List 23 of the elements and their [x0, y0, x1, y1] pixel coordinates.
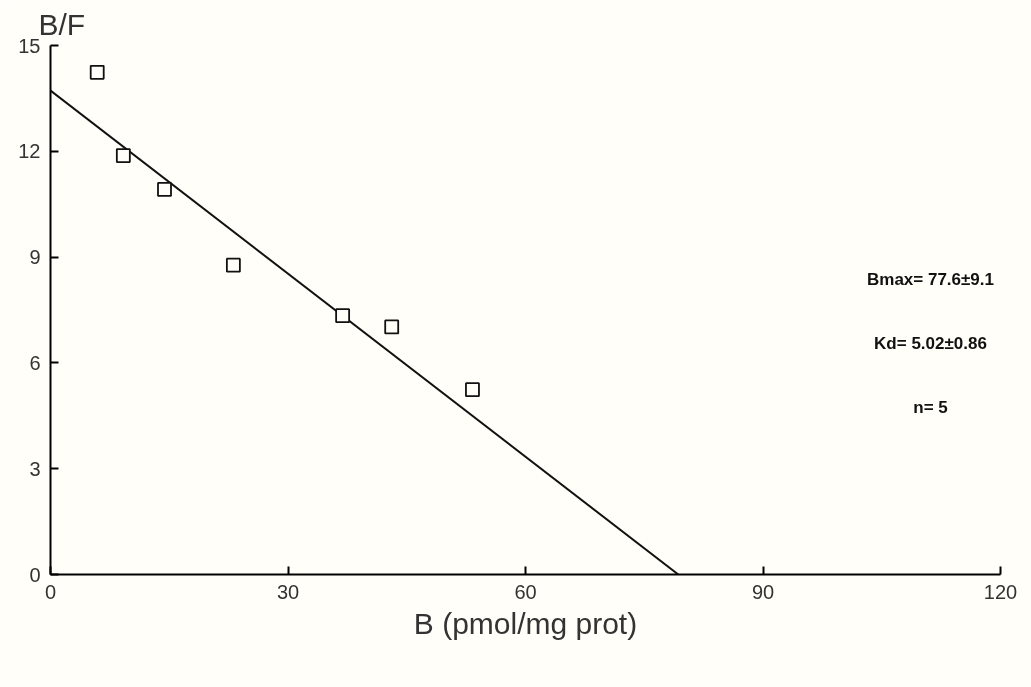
x-tick-label: 60 [514, 580, 537, 603]
y-axis-title: B/F [38, 7, 86, 41]
y-tick-label: 0 [29, 563, 41, 586]
point [115, 148, 131, 163]
annotation: Kd= 5.02±0.86 [874, 333, 987, 353]
x-axis-title: B (pmol/mg prot) [413, 606, 638, 640]
x-tick-label: 120 [983, 580, 1018, 603]
y-tick-label: 15 [18, 34, 41, 57]
point [157, 181, 172, 197]
point [465, 382, 480, 398]
y-tick-label: 3 [29, 457, 41, 480]
x-tick-label: 90 [751, 580, 775, 603]
y-tick-label: 6 [29, 351, 41, 374]
y-tick-label: 12 [18, 140, 41, 163]
point [89, 64, 105, 80]
x-tick-label: 30 [276, 580, 300, 603]
y-tick-label: 9 [29, 246, 41, 269]
point [225, 257, 241, 273]
annotation: Bmax= 77.6±9.1 [867, 269, 995, 289]
annotation: n= 5 [913, 397, 948, 417]
point [335, 308, 351, 324]
x-tick-label: 0 [44, 580, 57, 603]
point [384, 319, 400, 335]
